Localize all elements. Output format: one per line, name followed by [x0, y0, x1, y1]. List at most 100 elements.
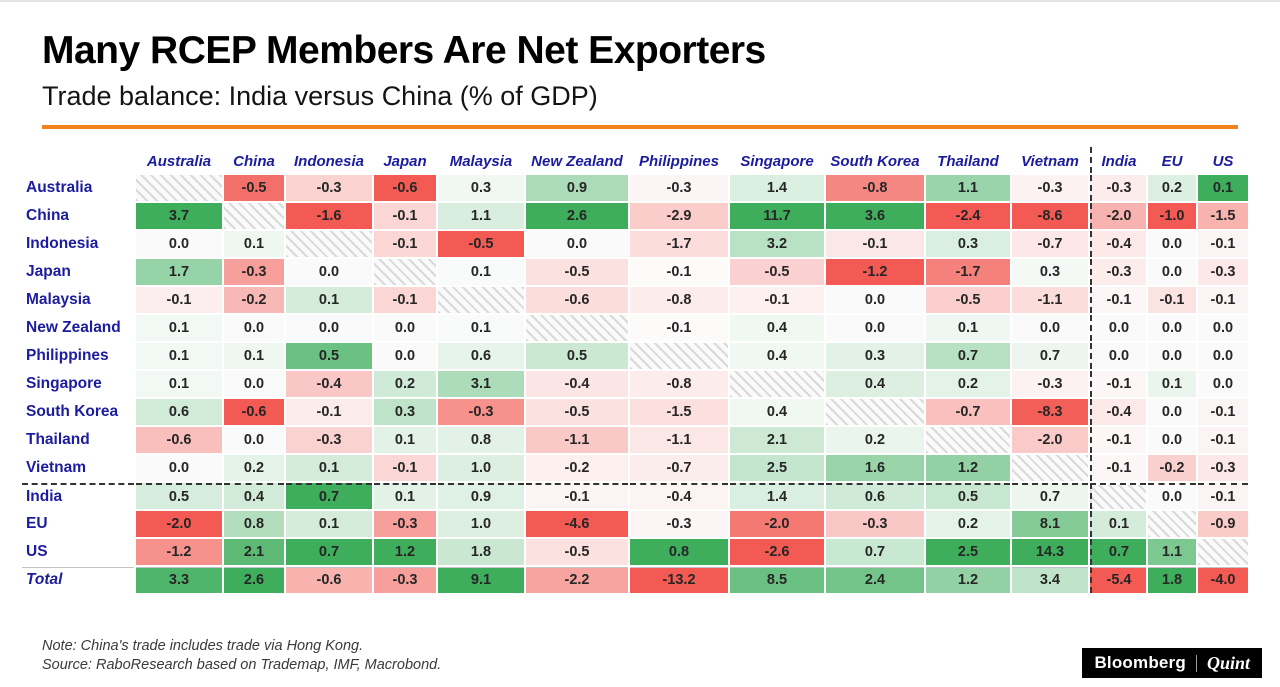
row-header: Thailand [22, 426, 134, 453]
column-header: Singapore [740, 152, 814, 170]
value-cell: 0.1 [438, 258, 524, 285]
value-cell: 0.5 [526, 342, 628, 369]
bloomberg-quint-logo: Bloomberg Quint [1082, 648, 1262, 678]
value-cell: 1.4 [730, 482, 824, 509]
value-cell: 1.2 [926, 566, 1010, 593]
value-cell: -0.3 [1012, 370, 1088, 397]
value-cell: -0.9 [1198, 510, 1248, 537]
value-cell: 2.4 [826, 566, 924, 593]
value-cell: 0.1 [136, 314, 222, 341]
value-cell: -4.6 [526, 510, 628, 537]
value-cell: 1.2 [926, 454, 1010, 481]
value-cell: 1.4 [730, 174, 824, 201]
value-cell: 0.4 [224, 482, 284, 509]
corner-cell [22, 147, 134, 173]
value-cell: -2.9 [630, 202, 728, 229]
column-header: South Korea [830, 152, 920, 170]
value-cell: -0.1 [1090, 370, 1146, 397]
value-cell: -0.3 [374, 566, 436, 593]
row-header: Malaysia [22, 286, 134, 313]
value-cell: 0.0 [1090, 342, 1146, 369]
value-cell: 0.3 [374, 398, 436, 425]
value-cell: -0.1 [826, 230, 924, 257]
value-cell: -0.2 [1148, 454, 1196, 481]
value-cell: -0.3 [630, 174, 728, 201]
value-cell: -0.4 [1090, 230, 1146, 257]
value-cell: -0.3 [1090, 174, 1146, 201]
value-cell: 0.1 [438, 314, 524, 341]
value-cell: -0.1 [286, 398, 372, 425]
value-cell: -2.6 [730, 538, 824, 565]
value-cell: -0.3 [1090, 258, 1146, 285]
value-cell: 0.0 [136, 454, 222, 481]
value-cell: -4.0 [1198, 566, 1248, 593]
value-cell: 0.1 [136, 370, 222, 397]
value-cell: -1.0 [1148, 202, 1196, 229]
value-cell: 0.3 [926, 230, 1010, 257]
value-cell: 1.1 [926, 174, 1010, 201]
value-cell: -0.3 [1198, 454, 1248, 481]
value-cell: -1.2 [136, 538, 222, 565]
row-header: India [22, 482, 134, 509]
value-cell: -0.6 [374, 174, 436, 201]
heatmap-table: Australia China Indonesia Japan Malaysia New … [20, 145, 1250, 595]
value-cell: 0.0 [374, 314, 436, 341]
value-cell: -0.3 [286, 426, 372, 453]
value-cell: -0.3 [374, 510, 436, 537]
value-cell: 0.0 [224, 426, 284, 453]
value-cell: -0.1 [526, 482, 628, 509]
value-cell: 0.0 [1012, 314, 1088, 341]
self-cell [224, 202, 284, 229]
column-header: Vietnam [1021, 152, 1079, 170]
self-cell [374, 258, 436, 285]
row-header: US [22, 538, 134, 565]
value-cell: 9.1 [438, 566, 524, 593]
value-cell: -0.3 [826, 510, 924, 537]
brand-divider [1195, 654, 1197, 672]
value-cell: -0.4 [1090, 398, 1146, 425]
bloomberg-wordmark: Bloomberg [1094, 653, 1186, 672]
value-cell: 0.7 [926, 342, 1010, 369]
value-cell: 1.0 [438, 510, 524, 537]
value-cell: 0.7 [286, 538, 372, 565]
value-cell: -1.1 [1012, 286, 1088, 313]
value-cell: -2.0 [1090, 202, 1146, 229]
trade-balance-heatmap: Australia China Indonesia Japan Malaysia New … [20, 145, 1260, 595]
value-cell: 0.2 [224, 454, 284, 481]
column-header: India [1090, 146, 1146, 173]
value-cell: 0.1 [286, 286, 372, 313]
value-cell: -0.1 [1148, 286, 1196, 313]
column-header: Japan [383, 152, 427, 170]
value-cell: -0.1 [1198, 286, 1248, 313]
column-header: New Zealand [531, 152, 623, 170]
value-cell: -0.1 [374, 454, 436, 481]
self-cell [526, 314, 628, 341]
value-cell: -0.1 [1090, 454, 1146, 481]
value-cell: -0.2 [224, 286, 284, 313]
self-cell [1148, 510, 1196, 537]
self-cell [926, 426, 1010, 453]
value-cell: -0.8 [630, 370, 728, 397]
value-cell: 2.1 [224, 538, 284, 565]
value-cell: 3.7 [136, 202, 222, 229]
value-cell: 0.1 [926, 314, 1010, 341]
value-cell: -0.3 [286, 174, 372, 201]
value-cell: 2.5 [926, 538, 1010, 565]
value-cell: -2.0 [136, 510, 222, 537]
value-cell: 0.5 [136, 482, 222, 509]
value-cell: 0.4 [730, 314, 824, 341]
self-cell [1198, 538, 1248, 565]
row-header: Australia [22, 174, 134, 201]
value-cell: 0.0 [1090, 314, 1146, 341]
value-cell: -0.8 [630, 286, 728, 313]
value-cell: 0.2 [826, 426, 924, 453]
value-cell: -5.4 [1090, 566, 1146, 593]
value-cell: 0.7 [1012, 482, 1088, 509]
value-cell: -0.1 [1198, 482, 1248, 509]
value-cell: 0.1 [374, 482, 436, 509]
value-cell: 11.7 [730, 202, 824, 229]
self-cell [826, 398, 924, 425]
value-cell: -0.4 [286, 370, 372, 397]
value-cell: -8.3 [1012, 398, 1088, 425]
